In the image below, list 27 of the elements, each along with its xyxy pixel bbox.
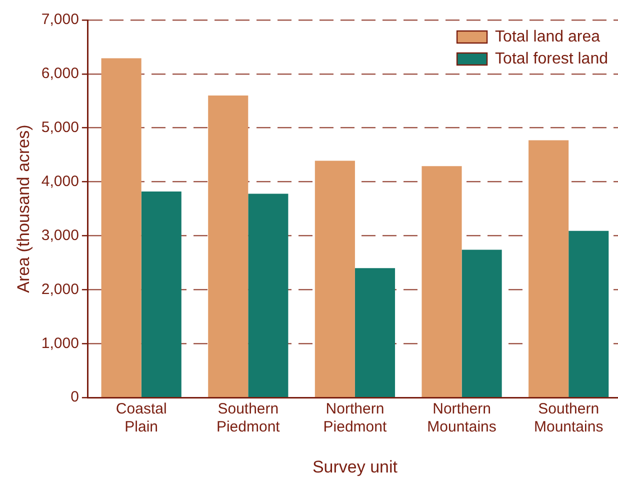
y-tick-label: 1,000: [41, 334, 79, 352]
bar: [354, 268, 396, 397]
y-tick-label: 2,000: [41, 280, 79, 298]
bar: [141, 192, 182, 397]
bar: [568, 230, 609, 397]
legend-label: Total land area: [495, 28, 600, 46]
x-tick-label: Coastal Plain: [116, 400, 167, 436]
y-tick-label: 5,000: [41, 119, 79, 136]
legend-label: Total forest land: [495, 50, 608, 68]
y-axis-title: Area (thousand acres): [14, 124, 33, 293]
y-tick-label: 4,000: [41, 172, 79, 190]
x-axis-title: Survey unit: [312, 457, 398, 476]
bar: [314, 160, 355, 397]
bar: [208, 96, 248, 397]
y-tick-label: 0: [70, 388, 79, 406]
y-tick-label: 7,000: [41, 11, 79, 28]
x-tick-label: Southern Piedmont: [216, 400, 281, 436]
x-tick-label: Northern Piedmont: [323, 400, 388, 436]
y-tick-label: 3,000: [41, 226, 79, 244]
x-tick-label: Northern Mountains: [427, 400, 496, 436]
bar: [248, 194, 288, 397]
x-tick-label: Southern Mountains: [534, 400, 604, 436]
bar: [528, 140, 569, 397]
bar: [422, 166, 462, 397]
bar: [462, 250, 502, 397]
y-tick-label: 6,000: [41, 65, 79, 82]
bar: [101, 58, 142, 397]
